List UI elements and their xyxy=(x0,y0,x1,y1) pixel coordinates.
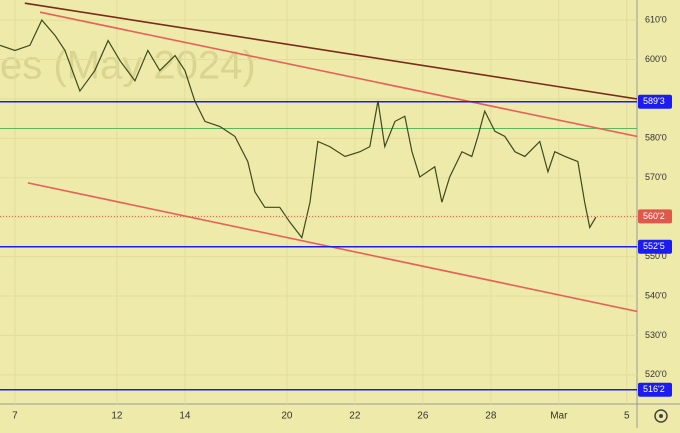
level-label: 589'3 xyxy=(643,96,665,106)
trend-line xyxy=(24,2,638,100)
x-tick-label: Mar xyxy=(550,411,568,422)
level-label: 552'5 xyxy=(643,241,665,251)
level-label: 516'2 xyxy=(643,384,665,394)
level-tag xyxy=(638,239,672,254)
settings-button[interactable] xyxy=(654,409,668,423)
y-tick-label: 570'0 xyxy=(645,172,667,182)
y-tick-label: 530'0 xyxy=(645,330,667,340)
level-tag xyxy=(638,382,672,397)
x-tick-label: 28 xyxy=(485,411,497,422)
price-line xyxy=(0,19,597,240)
x-tick-label: 5 xyxy=(624,411,630,422)
level-label: 560'2 xyxy=(643,211,665,221)
y-tick-label: 580'0 xyxy=(645,133,667,143)
gear-icon[interactable] xyxy=(654,409,668,423)
x-tick-label: 20 xyxy=(281,411,293,422)
x-tick-label: 26 xyxy=(417,411,429,422)
level-tag xyxy=(638,209,672,224)
y-tick-label: 540'0 xyxy=(645,290,667,300)
level-tag xyxy=(638,94,672,109)
x-tick-label: 22 xyxy=(349,411,361,422)
x-tick-label: 7 xyxy=(12,411,18,422)
x-tick-label: 12 xyxy=(111,411,123,422)
y-tick-label: 600'0 xyxy=(645,54,667,64)
trend-line xyxy=(39,11,638,138)
x-tick-label: 14 xyxy=(179,411,191,422)
y-tick-label: 610'0 xyxy=(645,14,667,24)
watermark: es (May 2024) xyxy=(0,44,256,88)
y-tick-label: 520'0 xyxy=(645,369,667,379)
gear-center[interactable] xyxy=(659,414,663,418)
y-tick-label: 550'0 xyxy=(645,251,667,261)
